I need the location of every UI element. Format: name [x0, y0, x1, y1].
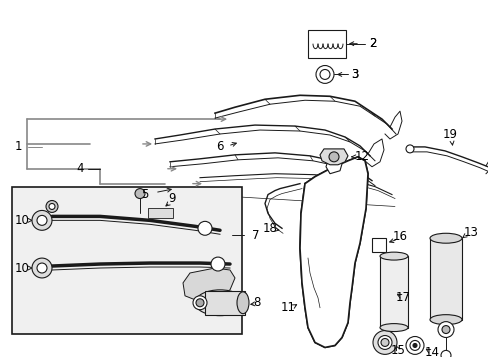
Text: 10: 10 [15, 214, 29, 227]
Circle shape [412, 343, 416, 347]
Polygon shape [183, 268, 235, 300]
Circle shape [315, 66, 333, 84]
Circle shape [37, 215, 47, 225]
Circle shape [405, 337, 423, 354]
Ellipse shape [429, 315, 461, 325]
Text: 5: 5 [141, 188, 148, 201]
Bar [148, 208, 173, 219]
Text: 14: 14 [424, 346, 439, 359]
Text: 11: 11 [280, 301, 295, 314]
Ellipse shape [379, 252, 407, 260]
Ellipse shape [379, 324, 407, 332]
Text: 16: 16 [392, 230, 407, 243]
Text: 19: 19 [442, 127, 457, 140]
Circle shape [441, 325, 449, 333]
Text: 9: 9 [168, 192, 175, 205]
Polygon shape [319, 149, 347, 165]
Circle shape [380, 338, 388, 346]
Bar [371, 238, 385, 252]
Text: 17: 17 [395, 291, 409, 304]
Text: 12: 12 [354, 150, 369, 163]
Polygon shape [299, 157, 367, 347]
Circle shape [32, 211, 52, 230]
Text: 3: 3 [350, 68, 358, 81]
Ellipse shape [429, 233, 461, 243]
Circle shape [328, 152, 338, 162]
Bar [307, 30, 346, 58]
Circle shape [437, 321, 453, 337]
Circle shape [319, 69, 329, 80]
Text: 18: 18 [262, 222, 277, 235]
Circle shape [440, 350, 450, 360]
Text: 10: 10 [15, 261, 29, 275]
Text: 8: 8 [253, 296, 260, 309]
Text: 1: 1 [14, 140, 21, 153]
Bar [429, 238, 461, 320]
Circle shape [49, 203, 55, 210]
Text: 2: 2 [368, 37, 376, 50]
Text: 2: 2 [368, 37, 376, 50]
Text: 4: 4 [76, 162, 83, 175]
Circle shape [405, 145, 413, 153]
Text: 15: 15 [390, 344, 405, 357]
Circle shape [372, 330, 396, 354]
Polygon shape [325, 157, 341, 174]
Circle shape [377, 336, 391, 350]
Circle shape [196, 299, 203, 307]
Circle shape [193, 296, 206, 310]
Text: 13: 13 [463, 226, 477, 239]
Text: 7: 7 [252, 229, 259, 242]
Ellipse shape [195, 290, 244, 316]
Text: 6: 6 [216, 140, 224, 153]
Circle shape [135, 189, 145, 198]
Text: 3: 3 [350, 68, 358, 81]
Circle shape [37, 263, 47, 273]
Circle shape [46, 201, 58, 212]
Circle shape [210, 257, 224, 271]
Ellipse shape [237, 292, 248, 314]
Circle shape [198, 221, 212, 235]
Bar [379, 256, 407, 328]
Bar [204, 291, 244, 315]
Bar [12, 186, 242, 333]
Circle shape [32, 258, 52, 278]
Circle shape [409, 341, 419, 350]
